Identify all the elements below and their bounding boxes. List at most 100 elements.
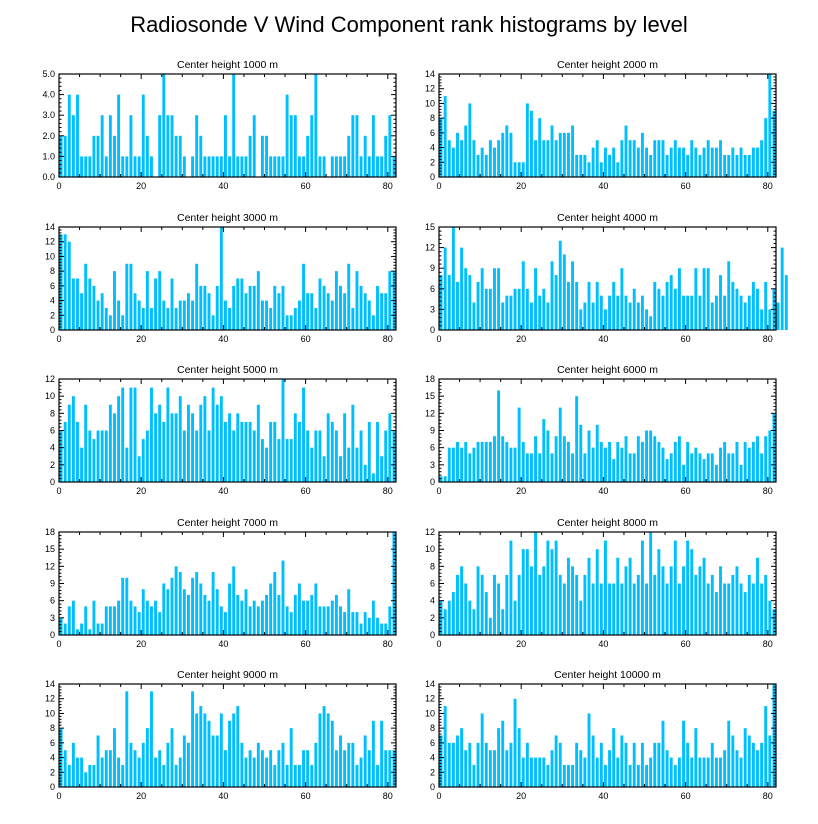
bar [505, 574, 509, 635]
bar [318, 156, 322, 177]
bar [71, 278, 75, 330]
bar [125, 263, 129, 330]
bar [174, 764, 178, 787]
bar [645, 583, 648, 635]
bar [71, 396, 75, 482]
bar [677, 583, 681, 635]
x-tick-label: 80 [763, 486, 773, 496]
y-tick-label: 12 [45, 694, 55, 704]
bar [723, 154, 727, 177]
bar [232, 713, 236, 787]
bar [488, 617, 492, 635]
bar [710, 147, 714, 177]
bar [768, 74, 772, 177]
bar [392, 430, 396, 482]
bar [624, 295, 628, 330]
bar [170, 115, 174, 177]
bar [472, 447, 476, 482]
bar [702, 757, 706, 787]
bar [620, 447, 624, 482]
bar [591, 147, 595, 177]
bar [215, 735, 219, 787]
bar [562, 583, 566, 635]
bar [310, 447, 314, 482]
bar [113, 606, 116, 635]
y-tick-label: 0 [50, 325, 55, 335]
x-tick-label: 0 [436, 791, 441, 801]
bar [558, 742, 562, 787]
bar [608, 583, 612, 635]
bar [710, 302, 714, 330]
y-tick-label: 12 [425, 84, 435, 94]
bar [645, 309, 648, 330]
bar [653, 742, 657, 787]
bar [513, 600, 517, 635]
bar [281, 560, 285, 635]
y-tick-label: 10 [45, 391, 55, 401]
bar [384, 293, 388, 330]
bar [624, 566, 628, 635]
bar [727, 583, 731, 635]
bar [710, 453, 714, 482]
bar [497, 728, 501, 787]
bar [310, 293, 314, 330]
y-tick-label: 12 [45, 561, 55, 571]
bar [562, 764, 566, 787]
bar [343, 750, 347, 787]
plot-frame [58, 73, 397, 178]
bar [488, 441, 492, 482]
bar [265, 300, 268, 330]
bar [219, 606, 223, 635]
bar [673, 140, 677, 177]
x-tick-label: 80 [383, 486, 393, 496]
bar [505, 125, 509, 177]
x-tick-label: 60 [301, 791, 311, 801]
bar [739, 295, 743, 330]
y-tick-label: 0 [50, 630, 55, 640]
y-tick-label: 2 [430, 613, 435, 623]
bar [472, 764, 476, 787]
bar [80, 757, 84, 787]
bar [579, 600, 583, 635]
bar [649, 316, 653, 330]
bar [505, 750, 509, 787]
bar [579, 154, 583, 177]
bar [484, 742, 488, 787]
y-tick-label: 3 [50, 613, 55, 623]
bar [334, 750, 338, 787]
bar [620, 268, 624, 330]
bar [67, 241, 71, 330]
y-tick-label: 4 [430, 753, 435, 763]
bar [575, 281, 579, 330]
y-tick-label: 0 [430, 630, 435, 640]
bar [562, 436, 566, 482]
bar [739, 757, 743, 787]
bar [451, 227, 455, 330]
y-tick-label: 12 [425, 243, 435, 253]
bar [719, 447, 722, 482]
bar [326, 413, 330, 482]
bar [616, 557, 620, 635]
bar [104, 750, 108, 787]
bar [443, 247, 447, 330]
bar [772, 684, 776, 787]
bar [468, 275, 472, 330]
bar [343, 612, 347, 635]
bar [747, 295, 751, 330]
bar [318, 713, 322, 787]
bar [731, 147, 735, 177]
bar [71, 742, 75, 787]
bar [735, 566, 739, 635]
y-tick-label: 10 [45, 251, 55, 261]
bar [367, 750, 371, 787]
bar [554, 140, 558, 177]
bar [694, 147, 698, 177]
bar [252, 600, 256, 635]
x-tick-label: 0 [56, 486, 61, 496]
bar [367, 421, 371, 482]
bar [260, 439, 264, 482]
bar [714, 592, 718, 635]
bar [542, 757, 546, 787]
bar [714, 295, 718, 330]
bar [293, 413, 297, 482]
